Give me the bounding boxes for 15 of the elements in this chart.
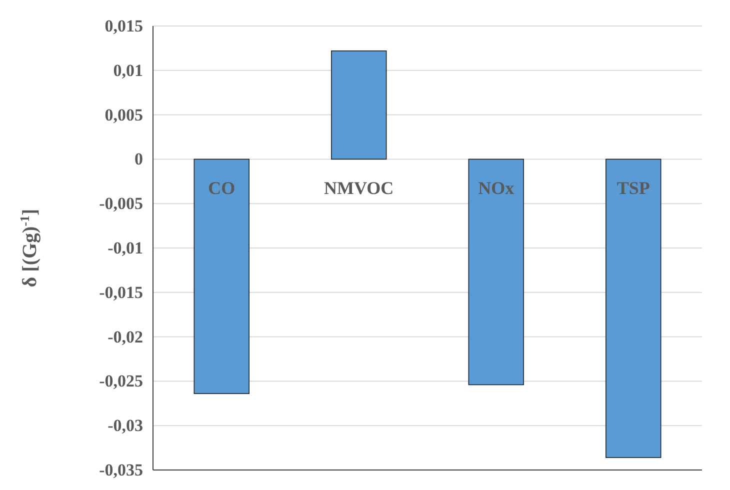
x-tick-label: NOx <box>478 178 514 198</box>
y-tick-label: -0,03 <box>108 416 143 436</box>
y-tick-label: -0,02 <box>108 327 143 346</box>
x-tick-label: TSP <box>616 178 650 198</box>
y-tick-label: 0,01 <box>113 60 143 80</box>
x-tick-label: CO <box>208 178 236 198</box>
y-tick-label: 0,015 <box>104 16 143 36</box>
y-tick-label: -0,005 <box>99 194 143 214</box>
y-tick-label: -0,025 <box>99 372 143 391</box>
y-tick-label: -0,015 <box>99 282 143 302</box>
y-tick-label: 0 <box>134 150 143 169</box>
y-tick-label: -0,01 <box>108 238 143 258</box>
y-tick-label: 0,005 <box>104 105 143 124</box>
x-tick-label: NMVOC <box>324 178 394 198</box>
y-tick-label: -0,035 <box>99 460 143 480</box>
